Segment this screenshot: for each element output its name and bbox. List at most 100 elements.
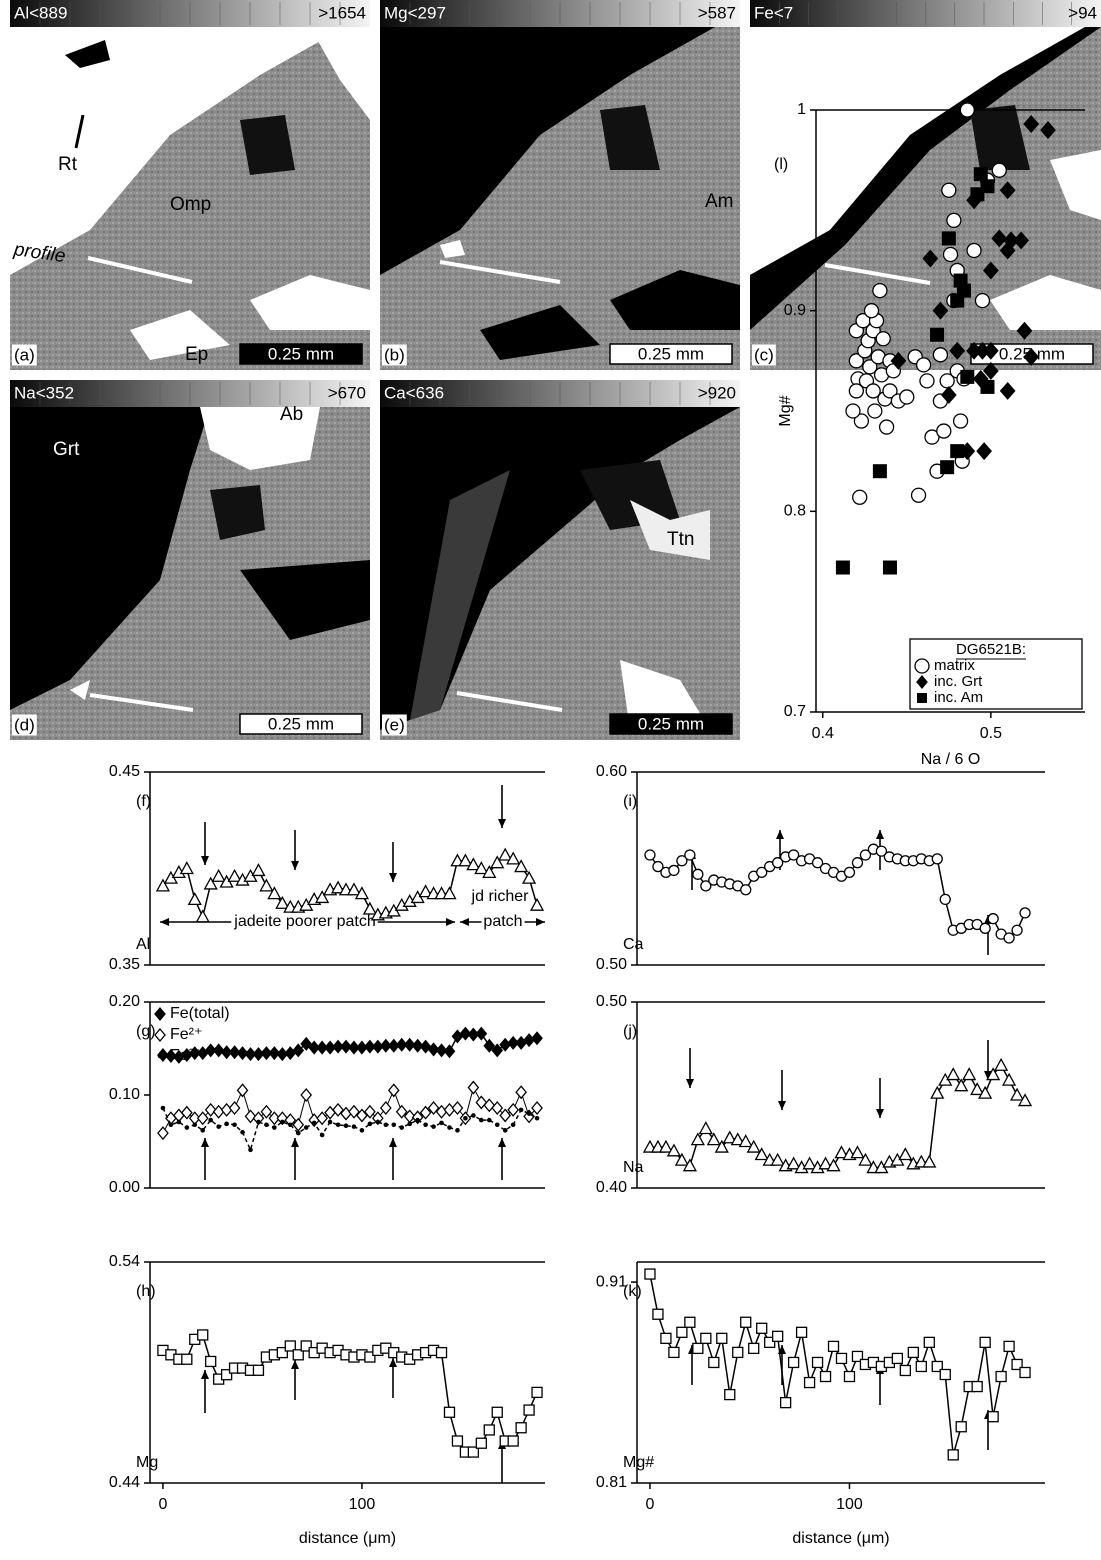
marker [467, 1446, 480, 1458]
marker [531, 1101, 543, 1116]
marker [1017, 1093, 1033, 1107]
legend-label: matrix [934, 657, 975, 674]
element-label: Ca [623, 936, 644, 953]
marker [803, 1376, 816, 1389]
arrow-head [201, 856, 209, 865]
marker [157, 1053, 163, 1059]
marker [502, 1128, 508, 1133]
marker [359, 1128, 365, 1133]
marker [340, 1039, 352, 1054]
arrow-head [201, 1370, 209, 1379]
marker [224, 1121, 229, 1127]
marker [858, 1152, 873, 1166]
marker [526, 1111, 532, 1116]
scale-bar [609, 713, 733, 735]
map-annotation: Am [705, 191, 734, 212]
marker [955, 1421, 967, 1433]
scale-max-label: >670 [328, 383, 366, 402]
marker [275, 895, 290, 909]
marker [787, 849, 800, 861]
marker [1003, 1340, 1015, 1353]
marker [952, 413, 969, 429]
y-tick-label: 0.60 [596, 763, 627, 780]
marker [184, 1125, 190, 1130]
marker [251, 863, 266, 877]
marker [982, 341, 999, 360]
marker [348, 1104, 360, 1119]
arrow-head [686, 1079, 694, 1088]
marker [212, 1043, 225, 1058]
scale-min-label: Na<352 [14, 383, 74, 402]
x-axis-label: distance (μm) [299, 1530, 396, 1547]
marker [991, 162, 1007, 178]
marker [930, 1085, 945, 1099]
marker [300, 1087, 313, 1103]
marker [949, 341, 966, 360]
scale-bar-label: 0.25 mm [638, 344, 704, 363]
marker [300, 1340, 312, 1352]
marker [853, 413, 870, 429]
scale-max-label: >920 [698, 383, 736, 402]
marker [941, 231, 956, 246]
profile-line [824, 263, 931, 285]
marker [891, 1352, 904, 1365]
marker [188, 1046, 201, 1061]
panel-label: (e) [384, 715, 405, 734]
marker [979, 1336, 991, 1349]
element-label: Mg# [623, 1454, 654, 1471]
marker [259, 878, 274, 892]
marker [351, 1124, 357, 1129]
pointer-line [74, 114, 85, 149]
marker [986, 1067, 1001, 1081]
marker [682, 1158, 697, 1172]
marker [236, 1083, 249, 1098]
legend-label: Fe²⁺ [170, 1026, 202, 1043]
marker [1016, 321, 1033, 340]
arrow-head [876, 830, 884, 839]
y-tick-label: 0.44 [109, 1474, 140, 1491]
marker [211, 868, 226, 882]
marker [518, 1107, 524, 1113]
marker [786, 1156, 801, 1170]
marker [684, 849, 696, 861]
marker [931, 853, 943, 865]
marker [494, 1122, 500, 1128]
map-phase [410, 470, 510, 720]
marker [411, 1110, 424, 1125]
marker [300, 1036, 313, 1051]
marker [843, 866, 856, 879]
annotation: patch [483, 913, 522, 930]
marker [391, 1122, 397, 1128]
y-tick-label: 0.10 [109, 1086, 140, 1103]
annotation: jadeite poorer patch [233, 913, 375, 930]
marker [236, 1046, 249, 1061]
marker [692, 1342, 704, 1355]
marker [418, 884, 433, 898]
marker [471, 1113, 476, 1118]
marker [244, 1047, 257, 1062]
marker [529, 897, 545, 911]
map-annotation: Ep [185, 344, 208, 365]
marker [232, 1122, 237, 1128]
marker [399, 1125, 405, 1130]
arrow-head [446, 918, 455, 926]
map-phase [70, 680, 90, 700]
marker [1011, 924, 1023, 936]
element-map: Mg<297 >587 (b) 0.25 mm Am [380, 0, 740, 370]
marker [431, 1124, 436, 1129]
marker [991, 229, 1008, 248]
marker [272, 1125, 277, 1130]
marker [931, 1360, 943, 1373]
marker [851, 857, 864, 869]
marker [160, 1105, 166, 1111]
map-annotation: Ab [280, 404, 303, 425]
marker [716, 1332, 728, 1344]
marker [514, 859, 529, 873]
y-tick-label: 0.20 [109, 993, 140, 1010]
marker [531, 1386, 543, 1399]
y-tick-label: 0.00 [109, 1179, 140, 1196]
marker [204, 1043, 217, 1058]
element-map: Na<352 >670 (d) 0.25 mm Grt Ab [10, 380, 370, 740]
marker [1009, 1087, 1025, 1101]
